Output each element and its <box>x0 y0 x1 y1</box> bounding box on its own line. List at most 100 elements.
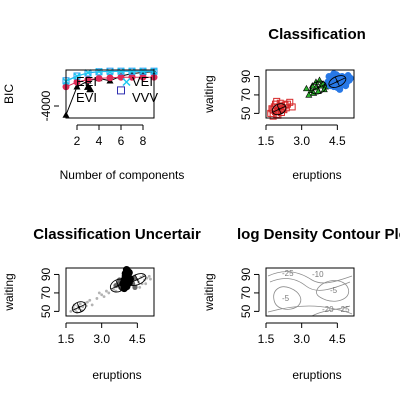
density-contour-line <box>267 305 353 315</box>
bic-point <box>73 72 81 80</box>
uncertainty-point <box>122 266 131 274</box>
classification-x-tick-label: 3.0 <box>293 134 310 148</box>
uncertainty-y-tick-label: 70 <box>39 286 53 300</box>
density-contour-label: -5 <box>330 286 338 295</box>
uncertainty-point <box>88 298 92 302</box>
uncertainty-point <box>107 291 111 295</box>
density-marks <box>267 271 353 317</box>
density-y-tick-label: 70 <box>239 286 253 300</box>
classification-point <box>330 70 338 78</box>
bic-legend-entry: EEI <box>76 74 97 89</box>
density-title: log Density Contour Plc <box>237 226 400 243</box>
bic-legend-entry: VEI <box>132 74 153 89</box>
bic-legend: EEI EVI VEI VVV <box>76 74 158 105</box>
density-contour-line <box>269 278 351 291</box>
uncertainty-point <box>100 293 104 297</box>
uncertainty-panel: Classification Uncertair 1.5 3.0 4.5 50 70 90… <box>2 226 201 382</box>
uncertainty-point <box>102 295 106 299</box>
classification-y-tick-label: 90 <box>239 69 253 83</box>
uncertainty-point <box>112 287 115 291</box>
classification-point <box>288 103 296 111</box>
bic-point <box>84 69 92 77</box>
uncertainty-y-tick-label: 50 <box>39 304 53 318</box>
density-x-tick-label: 4.5 <box>329 332 346 346</box>
uncertainty-y-axis-label: waiting <box>2 273 16 311</box>
classification-y-tick-label: 50 <box>239 106 253 120</box>
uncertainty-marks <box>69 266 152 314</box>
classification-point <box>302 84 310 92</box>
classification-title: Classification <box>268 26 366 43</box>
bic-point <box>117 86 125 95</box>
classification-x-tick-label: 4.5 <box>329 134 346 148</box>
density-contour-line <box>316 280 350 302</box>
bic-x-tick-label: 4 <box>96 134 103 148</box>
density-contour-labels: -25 -10 -5 -5 -20 -25 <box>282 269 350 314</box>
bic-point <box>117 67 125 75</box>
density-x-tick-label: 3.0 <box>293 332 310 346</box>
classification-x-tick-label: 1.5 <box>258 134 275 148</box>
classification-point <box>286 98 294 106</box>
density-plot-box <box>265 267 355 317</box>
density-contour-line <box>273 286 302 310</box>
density-x-tick-label: 1.5 <box>258 332 275 346</box>
classification-point <box>276 99 284 107</box>
uncertainty-point <box>149 277 152 281</box>
bic-x-tick-label: 6 <box>118 134 125 148</box>
classification-panel: Classification 1.5 3.0 4.5 50 70 90 eruptions… <box>202 26 366 182</box>
bic-point <box>73 83 81 90</box>
classification-cluster-center <box>336 80 339 83</box>
classification-y-axis-label: waiting <box>202 75 216 113</box>
density-contour-line <box>311 305 351 317</box>
density-y-tick-label: 50 <box>239 304 253 318</box>
density-contour-label: -25 <box>338 305 350 314</box>
uncertainty-point <box>69 309 73 313</box>
classification-point <box>268 105 276 113</box>
bic-point <box>84 76 92 84</box>
bic-panel: EEI EVI VEI VVV 2 4 6 8 -4000 Number of comp… <box>2 67 185 182</box>
density-axes: 1.5 3.0 4.5 50 70 90 <box>239 267 346 346</box>
density-contour-label: -5 <box>282 294 290 303</box>
uncertainty-axes: 1.5 3.0 4.5 50 70 90 <box>39 267 146 346</box>
bic-legend-entry: VVV <box>132 90 158 105</box>
bic-point <box>106 74 114 82</box>
bic-point <box>73 72 81 80</box>
classification-cluster-center <box>317 86 320 89</box>
classification-plot-box <box>265 69 355 119</box>
uncertainty-cluster-center <box>117 284 120 287</box>
uncertainty-point <box>144 282 148 286</box>
density-contour-label: -10 <box>312 270 324 279</box>
bic-y-axis-label: BIC <box>2 84 16 104</box>
classification-marks <box>267 70 354 120</box>
density-contour-label: -25 <box>282 269 294 278</box>
bic-point <box>139 67 147 75</box>
uncertainty-point <box>132 284 138 290</box>
density-panel: log Density Contour Plc -25 -10 -5 -5 -2… <box>202 226 400 382</box>
uncertainty-cluster-center <box>77 306 81 309</box>
uncertainty-point <box>78 302 82 306</box>
density-x-axis-label: eruptions <box>292 368 341 382</box>
uncertainty-point <box>138 285 142 289</box>
bic-x-tick-label: 2 <box>74 134 81 148</box>
bic-plot-box <box>65 69 155 119</box>
uncertainty-point <box>97 291 101 295</box>
uncertainty-plot-box <box>65 267 155 317</box>
classification-point <box>326 75 334 83</box>
bic-x-axis-label: Number of components <box>60 168 185 182</box>
uncertainty-point <box>86 300 89 304</box>
classification-point <box>344 72 352 80</box>
bic-y-tick-label: -4000 <box>39 90 53 121</box>
uncertainty-x-tick-label: 4.5 <box>129 332 146 346</box>
bic-point <box>128 67 136 75</box>
uncertainty-point <box>105 289 108 293</box>
uncertainty-x-axis-label: eruptions <box>92 368 141 382</box>
density-contour-label: -20 <box>322 305 334 314</box>
classification-x-axis-label: eruptions <box>292 168 341 182</box>
classification-point <box>305 91 313 98</box>
classification-y-tick-label: 70 <box>239 88 253 102</box>
density-y-axis-label: waiting <box>202 273 216 311</box>
classification-axes: 1.5 3.0 4.5 50 70 90 <box>239 69 346 148</box>
bic-legend-entry: EVI <box>76 90 97 105</box>
bic-point <box>95 67 103 75</box>
bic-axes: 2 4 6 8 -4000 <box>39 90 147 148</box>
